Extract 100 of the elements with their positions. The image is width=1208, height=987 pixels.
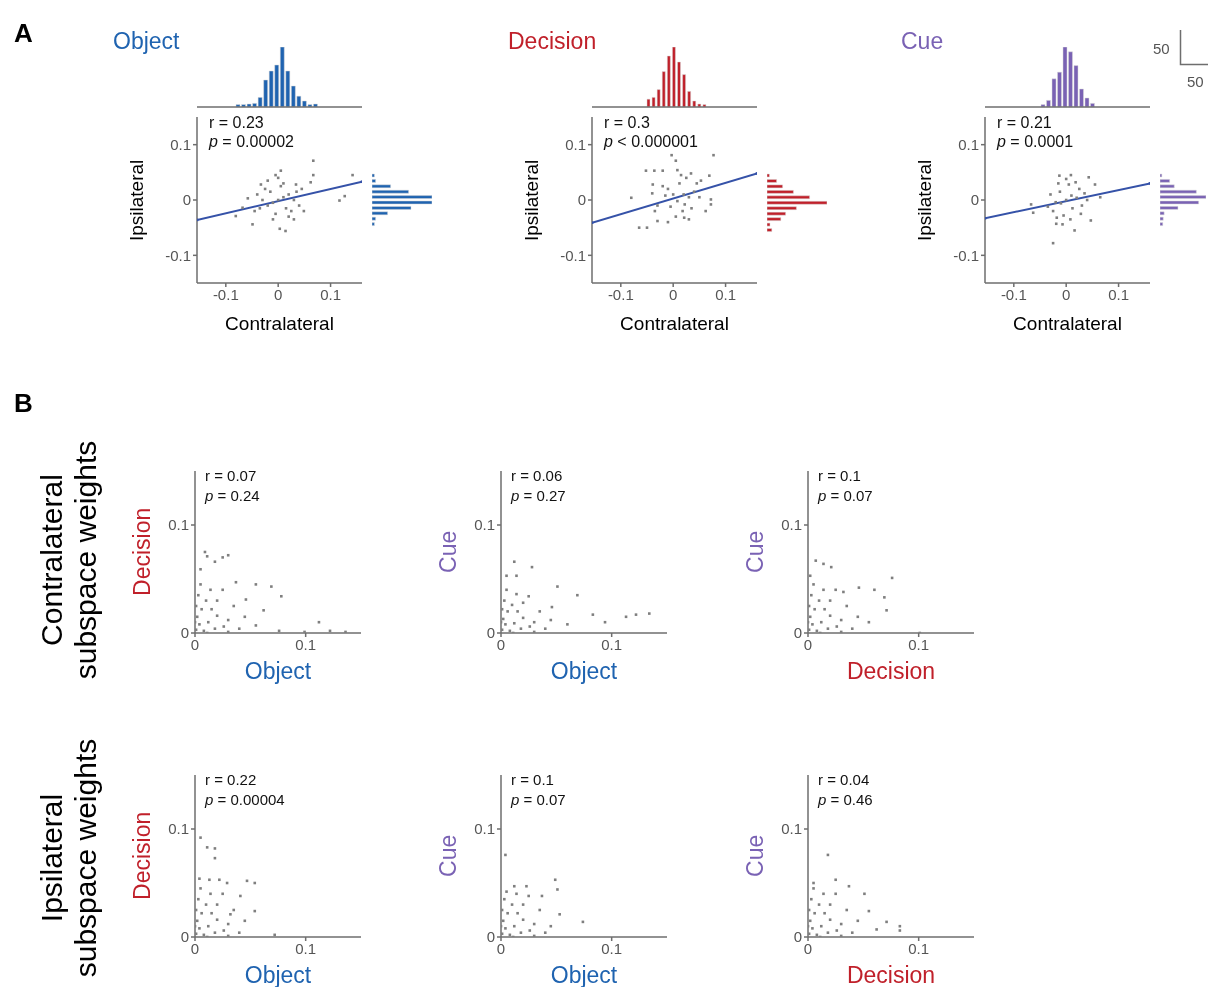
point bbox=[664, 194, 667, 197]
point bbox=[839, 934, 843, 937]
text: A bbox=[14, 18, 33, 49]
x-axis-title: Object bbox=[549, 962, 619, 987]
y-axis-title: Decision bbox=[129, 506, 157, 599]
point bbox=[1061, 223, 1064, 226]
point bbox=[237, 931, 241, 934]
x-tick-label: 0.1 bbox=[601, 635, 623, 653]
point bbox=[241, 206, 244, 210]
point bbox=[512, 621, 516, 625]
point bbox=[883, 596, 886, 599]
text: 50 bbox=[1153, 40, 1170, 57]
point bbox=[1062, 214, 1065, 217]
point bbox=[1054, 200, 1058, 204]
chart-title: Object bbox=[113, 28, 180, 55]
point bbox=[226, 934, 230, 937]
y-axis-title: Ipsilateral bbox=[125, 158, 148, 243]
x-tick-label: 0.1 bbox=[295, 939, 317, 957]
point bbox=[287, 215, 290, 218]
point bbox=[251, 223, 254, 226]
point bbox=[210, 607, 213, 611]
point bbox=[270, 585, 273, 588]
x-tick-label: 0.1 bbox=[1108, 285, 1129, 303]
point bbox=[808, 932, 811, 936]
point bbox=[505, 574, 508, 578]
point bbox=[222, 929, 226, 932]
point bbox=[255, 193, 259, 196]
annotation: r = 0.1 bbox=[511, 771, 554, 788]
point bbox=[834, 878, 837, 882]
text: Contralateral subspace weights bbox=[35, 439, 103, 682]
point bbox=[195, 628, 198, 632]
x-axis-title: Decision bbox=[845, 962, 937, 987]
point bbox=[527, 594, 530, 598]
point bbox=[197, 897, 200, 901]
point bbox=[1055, 216, 1059, 220]
annotation: p = 0.24 bbox=[205, 487, 260, 504]
point bbox=[823, 607, 826, 611]
y-axis-title: Cue bbox=[742, 529, 770, 576]
point bbox=[647, 612, 651, 615]
annotation: p = 0.07 bbox=[511, 791, 566, 808]
annotation: r = 0.21 bbox=[997, 114, 1052, 132]
point bbox=[1057, 182, 1060, 185]
x-tick-label: 0 bbox=[274, 285, 283, 303]
point bbox=[200, 911, 203, 915]
point bbox=[222, 625, 226, 628]
point bbox=[1098, 195, 1102, 199]
y-tick-label: 0.1 bbox=[781, 820, 802, 838]
point bbox=[808, 574, 812, 578]
point bbox=[512, 560, 516, 564]
point bbox=[629, 196, 633, 200]
y-axis-title: Cue bbox=[435, 529, 463, 576]
annotation: p = 0.07 bbox=[818, 487, 873, 504]
point bbox=[1083, 192, 1086, 195]
point bbox=[698, 195, 701, 199]
y-tick-label: 0 bbox=[486, 928, 495, 946]
y-tick-label: 0.1 bbox=[168, 820, 189, 838]
point bbox=[708, 174, 711, 177]
annotation: r = 0.07 bbox=[205, 467, 257, 484]
y-tick-label: 0 bbox=[486, 624, 495, 642]
annotation: p = 0.27 bbox=[511, 487, 566, 504]
point bbox=[516, 911, 519, 915]
text: 50 bbox=[1187, 73, 1204, 90]
y-axis-title: Cue bbox=[435, 833, 463, 880]
point bbox=[199, 836, 202, 839]
point bbox=[218, 878, 221, 882]
x-tick-label: 0.1 bbox=[601, 939, 623, 957]
point bbox=[556, 585, 559, 588]
point bbox=[501, 628, 504, 632]
point bbox=[532, 934, 536, 937]
point bbox=[812, 887, 815, 890]
point bbox=[266, 179, 270, 182]
point bbox=[850, 931, 854, 934]
point bbox=[814, 559, 818, 562]
point bbox=[1087, 176, 1091, 179]
chart-title: Cue bbox=[901, 28, 944, 55]
annotation: p = 0.0001 bbox=[997, 133, 1074, 151]
annotation: r = 0.04 bbox=[818, 771, 870, 788]
point bbox=[661, 169, 665, 172]
point bbox=[819, 620, 823, 624]
y-tick-label: 0 bbox=[180, 928, 189, 946]
x-axis-title: Contralateral bbox=[619, 313, 730, 335]
y-tick-label: 0.1 bbox=[958, 135, 979, 153]
point bbox=[221, 556, 224, 559]
y-tick-label: 0.1 bbox=[168, 516, 189, 534]
point bbox=[503, 897, 506, 901]
point bbox=[266, 204, 270, 207]
point bbox=[199, 583, 202, 586]
y-tick-label: 0 bbox=[970, 191, 979, 209]
point bbox=[501, 607, 504, 611]
x-axis-title: Contralateral bbox=[224, 313, 335, 335]
point bbox=[810, 593, 813, 597]
x-axis-title: Decision bbox=[845, 658, 937, 685]
point bbox=[656, 204, 659, 207]
point bbox=[690, 207, 693, 210]
y-axis-title: Ipsilateral bbox=[520, 158, 543, 243]
y-tick-label: -0.1 bbox=[165, 246, 191, 264]
point bbox=[682, 193, 685, 196]
point bbox=[532, 620, 536, 624]
point bbox=[198, 877, 201, 880]
point bbox=[262, 609, 265, 612]
